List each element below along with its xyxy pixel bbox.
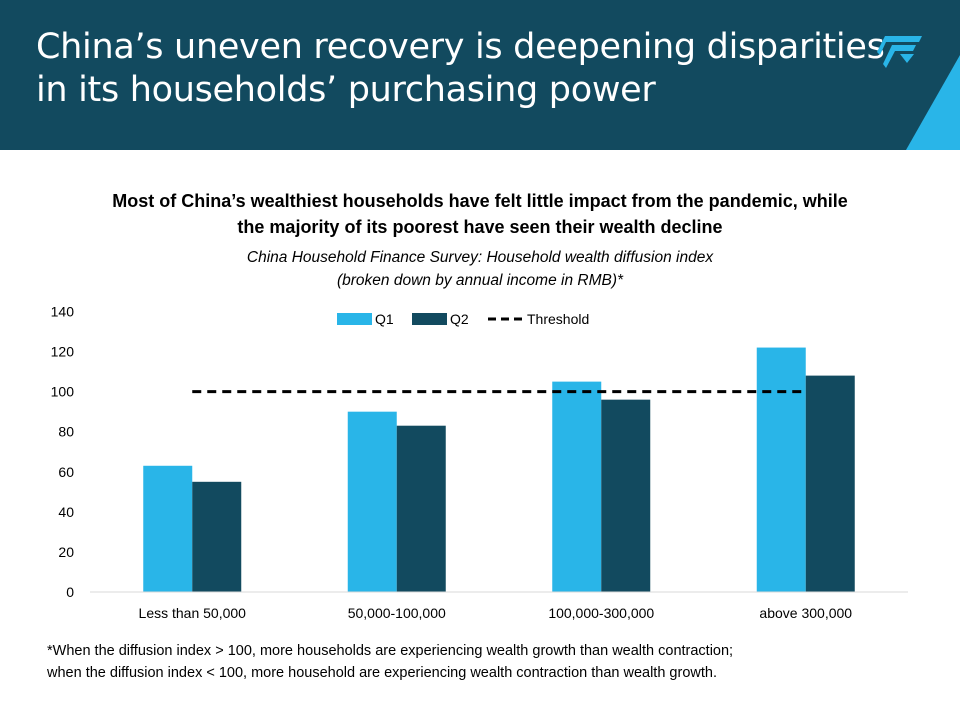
y-tick-label: 80 [58,424,74,440]
y-tick-label: 20 [58,544,74,560]
slide-title-line2: in its households’ purchasing power [36,70,656,110]
y-axis: 0 20 40 60 80 100 120 140 [51,304,75,601]
accent-triangle [906,55,960,150]
footnote-line1: *When the diffusion index > 100, more ho… [47,643,734,659]
chart-title-line2: the majority of its poorest have seen th… [237,217,723,237]
bar-q2 [396,425,446,592]
legend-swatch-q1 [337,313,372,325]
y-tick-label: 0 [66,584,74,600]
x-tick-label: above 300,000 [759,605,852,621]
x-tick-label: 100,000-300,000 [548,605,654,621]
chart-title: Most of China’s wealthiest households ha… [0,188,960,240]
footnote-line2: when the diffusion index < 100, more hou… [47,665,717,681]
legend: Q1 Q2 Threshold [337,311,589,327]
legend-swatch-q2 [412,313,447,325]
footnote: *When the diffusion index > 100, more ho… [47,640,733,684]
x-tick-label: Less than 50,000 [139,605,247,621]
chart-title-line1: Most of China’s wealthiest households ha… [112,191,848,211]
bar-q1 [143,465,193,592]
y-tick-label: 100 [51,384,75,400]
x-tick-label: 50,000-100,000 [348,605,446,621]
slide-header: China’s uneven recovery is deepening dis… [0,0,960,150]
legend-label-q2: Q2 [450,311,469,327]
legend-label-q1: Q1 [375,311,394,327]
y-tick-label: 140 [51,304,75,320]
slide-title: China’s uneven recovery is deepening dis… [36,26,885,112]
chart-subtitle-line1: China Household Finance Survey: Househol… [246,249,714,266]
brand-logo-icon [877,36,922,68]
y-tick-label: 60 [58,464,74,480]
bar-q2 [192,481,242,592]
bar-q1 [756,347,806,592]
slide-title-line1: China’s uneven recovery is deepening dis… [36,27,885,67]
x-axis: Less than 50,000 50,000-100,000 100,000-30… [139,605,853,621]
y-tick-label: 120 [51,344,75,360]
chart-subtitle-line2: (broken down by annual income in RMB)* [336,272,624,289]
bar-q2 [601,399,651,592]
y-tick-label: 40 [58,504,74,520]
bar-q1 [347,411,397,592]
bar-q1 [552,381,602,592]
legend-label-threshold: Threshold [527,311,589,327]
header-decoration [877,36,960,150]
bars [143,347,855,592]
bar-q2 [805,375,855,592]
chart-subtitle: China Household Finance Survey: Househol… [0,246,960,292]
